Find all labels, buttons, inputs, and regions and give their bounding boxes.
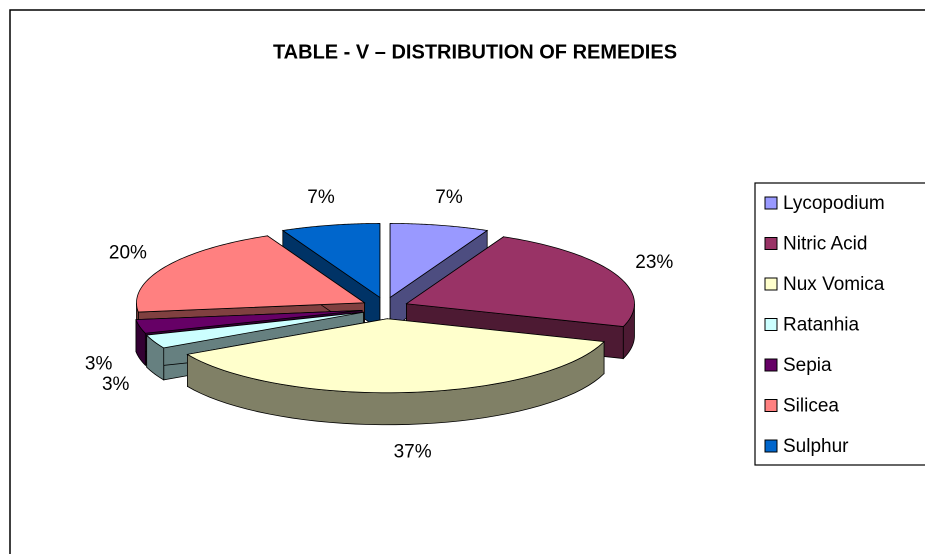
legend-label: Sulphur bbox=[783, 436, 849, 457]
legend-swatch bbox=[764, 277, 778, 291]
legend-swatch bbox=[764, 439, 778, 453]
legend-swatch bbox=[764, 237, 778, 250]
slice-top bbox=[281, 223, 381, 299]
slice-top bbox=[389, 223, 489, 299]
slice-top bbox=[405, 236, 635, 327]
data-label: 37% bbox=[394, 441, 432, 462]
slice-top bbox=[145, 311, 364, 349]
legend-swatch bbox=[764, 399, 778, 412]
legend-swatch bbox=[764, 358, 778, 372]
legend-swatch bbox=[764, 318, 778, 331]
chart-title: TABLE - V – DISTRIBUTION OF REMEDIES bbox=[273, 41, 677, 63]
legend-box bbox=[754, 182, 925, 466]
legend-label: Silicea bbox=[783, 396, 839, 417]
legend-label: Nux Vomica bbox=[783, 274, 885, 295]
data-label: 3% bbox=[102, 374, 130, 395]
legend-label: Ratanhia bbox=[783, 315, 859, 336]
data-label: 23% bbox=[635, 252, 673, 273]
data-label: 7% bbox=[307, 187, 335, 208]
legend-label: Lycopodium bbox=[783, 193, 885, 214]
legend-label: Nitric Acid bbox=[783, 234, 867, 255]
data-label: 7% bbox=[435, 187, 463, 208]
legend-swatch bbox=[764, 196, 778, 210]
data-label: 20% bbox=[109, 243, 147, 264]
slice bbox=[186, 318, 605, 426]
slice-top bbox=[135, 309, 363, 334]
slice-top bbox=[136, 235, 366, 313]
data-label: 3% bbox=[85, 354, 113, 375]
slice-top bbox=[186, 318, 605, 394]
legend-label: Sepia bbox=[783, 355, 832, 376]
